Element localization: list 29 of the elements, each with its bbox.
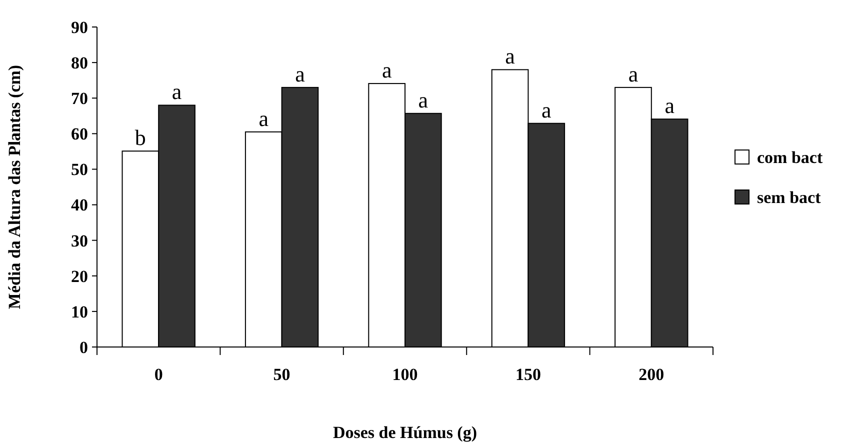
x-axis-title: Doses de Húmus (g) [332, 423, 478, 442]
y-tick-label: 90 [71, 18, 88, 37]
data-label: a [664, 93, 675, 118]
y-tick-label: 40 [71, 196, 88, 215]
x-tick-label: 100 [392, 365, 418, 384]
y-tick-label: 0 [80, 338, 88, 357]
data-label: a [295, 61, 306, 86]
y-tick-label: 60 [71, 124, 88, 144]
legend-label: com bact [757, 148, 823, 167]
x-tick-label: 50 [273, 365, 290, 384]
y-axis-title: Média da Altura das Plantas (cm) [5, 64, 24, 310]
data-label: a [258, 106, 269, 131]
data-label: a [505, 44, 516, 69]
y-tick-label: 80 [71, 54, 88, 73]
data-label: a [541, 97, 552, 122]
y-tick-label: 10 [71, 302, 88, 322]
legend-label: sem bact [757, 188, 822, 207]
data-label: a [382, 58, 392, 83]
x-tick-label: 200 [638, 365, 664, 384]
x-tick-label: 0 [154, 365, 163, 384]
data-label: a [418, 87, 428, 112]
data-label: b [134, 125, 146, 150]
y-tick-label: 50 [71, 160, 88, 180]
y-tick-label: 20 [71, 266, 88, 286]
data-label: a [172, 79, 182, 104]
y-tick-label: 30 [71, 231, 88, 250]
y-tick-label: 70 [71, 89, 88, 108]
x-tick-label: 150 [515, 365, 541, 384]
data-label: a [628, 61, 638, 86]
